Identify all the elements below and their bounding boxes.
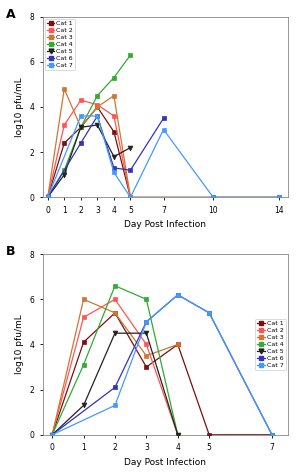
Legend: Cat 1, Cat 2, Cat 3, Cat 4, Cat 5, Cat 6, Cat 7: Cat 1, Cat 2, Cat 3, Cat 4, Cat 5, Cat 6…	[45, 19, 75, 70]
Y-axis label: log10 pfu/mL: log10 pfu/mL	[15, 77, 24, 137]
X-axis label: Day Post Infection: Day Post Infection	[124, 458, 206, 466]
Legend: Cat 1, Cat 2, Cat 3, Cat 4, Cat 5, Cat 6, Cat 7: Cat 1, Cat 2, Cat 3, Cat 4, Cat 5, Cat 6…	[255, 319, 286, 370]
Text: B: B	[6, 245, 15, 258]
X-axis label: Day Post Infection: Day Post Infection	[124, 220, 206, 229]
Text: A: A	[6, 8, 16, 20]
Y-axis label: log10 pfu/mL: log10 pfu/mL	[15, 314, 24, 374]
